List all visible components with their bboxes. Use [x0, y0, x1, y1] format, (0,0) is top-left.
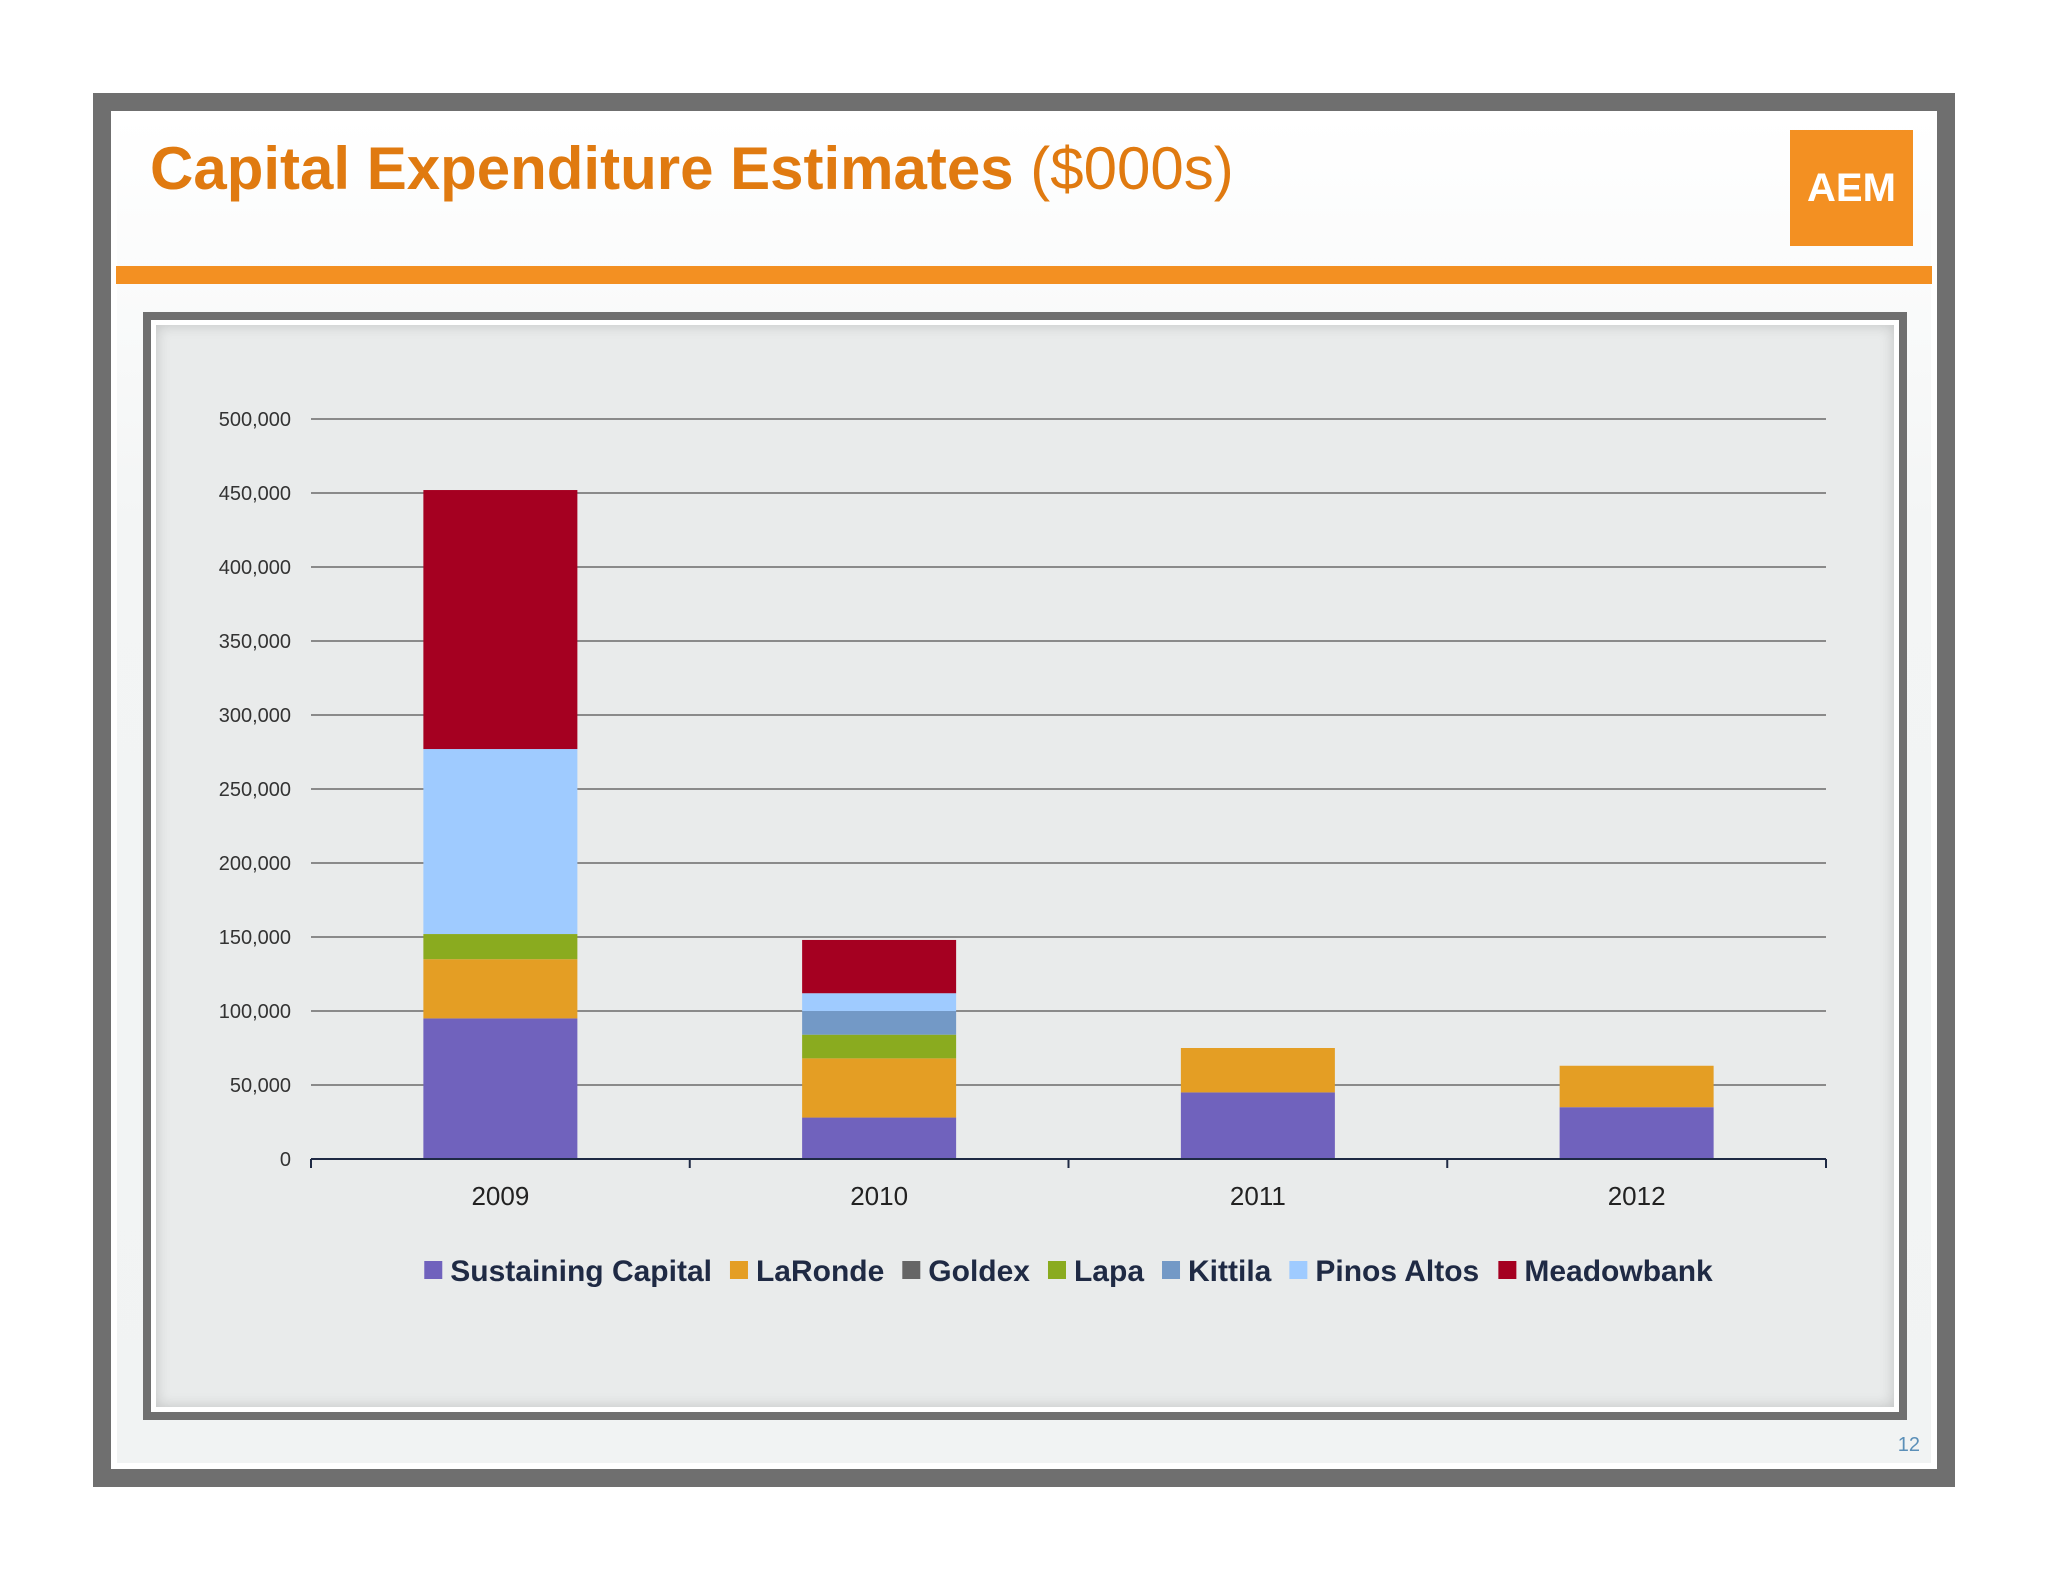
x-tick-label: 2010 [850, 1181, 908, 1211]
legend-swatch [424, 1261, 443, 1279]
bar-segment [802, 993, 957, 1011]
slide-title: Capital Expenditure Estimates ($000s) [150, 132, 1234, 206]
title-main: Capital Expenditure Estimates [150, 135, 1014, 202]
bar-segment [1559, 1107, 1714, 1159]
page-number: 12 [1897, 1434, 1920, 1456]
y-tick-label: 400,000 [219, 557, 291, 579]
legend-swatch [1498, 1261, 1517, 1279]
legend-swatch [1047, 1261, 1066, 1279]
bar-segment [423, 1018, 578, 1159]
x-tick-label: 2009 [471, 1181, 529, 1211]
bar-segment [423, 749, 578, 935]
y-tick-label: 500,000 [219, 409, 291, 431]
bar-segment [423, 959, 578, 1019]
bar-segment [1559, 1065, 1714, 1108]
y-tick-label: 450,000 [219, 483, 291, 505]
x-tick-label: 2012 [1608, 1181, 1666, 1211]
legend-swatch [1162, 1261, 1181, 1279]
legend-swatch [902, 1261, 921, 1279]
bar-segment [802, 1117, 957, 1159]
legend-label: Goldex [928, 1255, 1030, 1288]
bar-segment [423, 934, 578, 960]
legend-label: LaRonde [756, 1255, 884, 1288]
y-tick-label: 350,000 [219, 631, 291, 653]
legend-label: Lapa [1074, 1255, 1144, 1288]
bar-segment [802, 1058, 957, 1118]
bar-segment [1180, 1048, 1335, 1093]
legend-label: Meadowbank [1524, 1255, 1713, 1288]
title-unit: ($000s) [1030, 135, 1234, 202]
aem-logo: AEM [1790, 130, 1913, 246]
y-tick-label: 50,000 [230, 1075, 291, 1097]
y-tick-label: 0 [280, 1149, 291, 1171]
y-tick-label: 300,000 [219, 705, 291, 727]
legend-label: Sustaining Capital [450, 1255, 712, 1288]
y-tick-label: 150,000 [219, 927, 291, 949]
y-tick-label: 100,000 [219, 1001, 291, 1023]
legend-swatch [729, 1261, 748, 1279]
bar-segment [802, 1011, 957, 1035]
legend-label: Pinos Altos [1315, 1255, 1479, 1288]
header-accent-bar [116, 266, 1932, 284]
legend-swatch [1289, 1261, 1308, 1279]
bar-segment [423, 490, 578, 750]
bar-segment [802, 1034, 957, 1059]
x-tick-label: 2011 [1230, 1181, 1286, 1211]
bar-segment [802, 939, 957, 994]
y-tick-label: 250,000 [219, 779, 291, 801]
legend-label: Kittila [1188, 1255, 1272, 1288]
bar-segment [1180, 1092, 1335, 1159]
y-tick-label: 200,000 [219, 853, 291, 875]
